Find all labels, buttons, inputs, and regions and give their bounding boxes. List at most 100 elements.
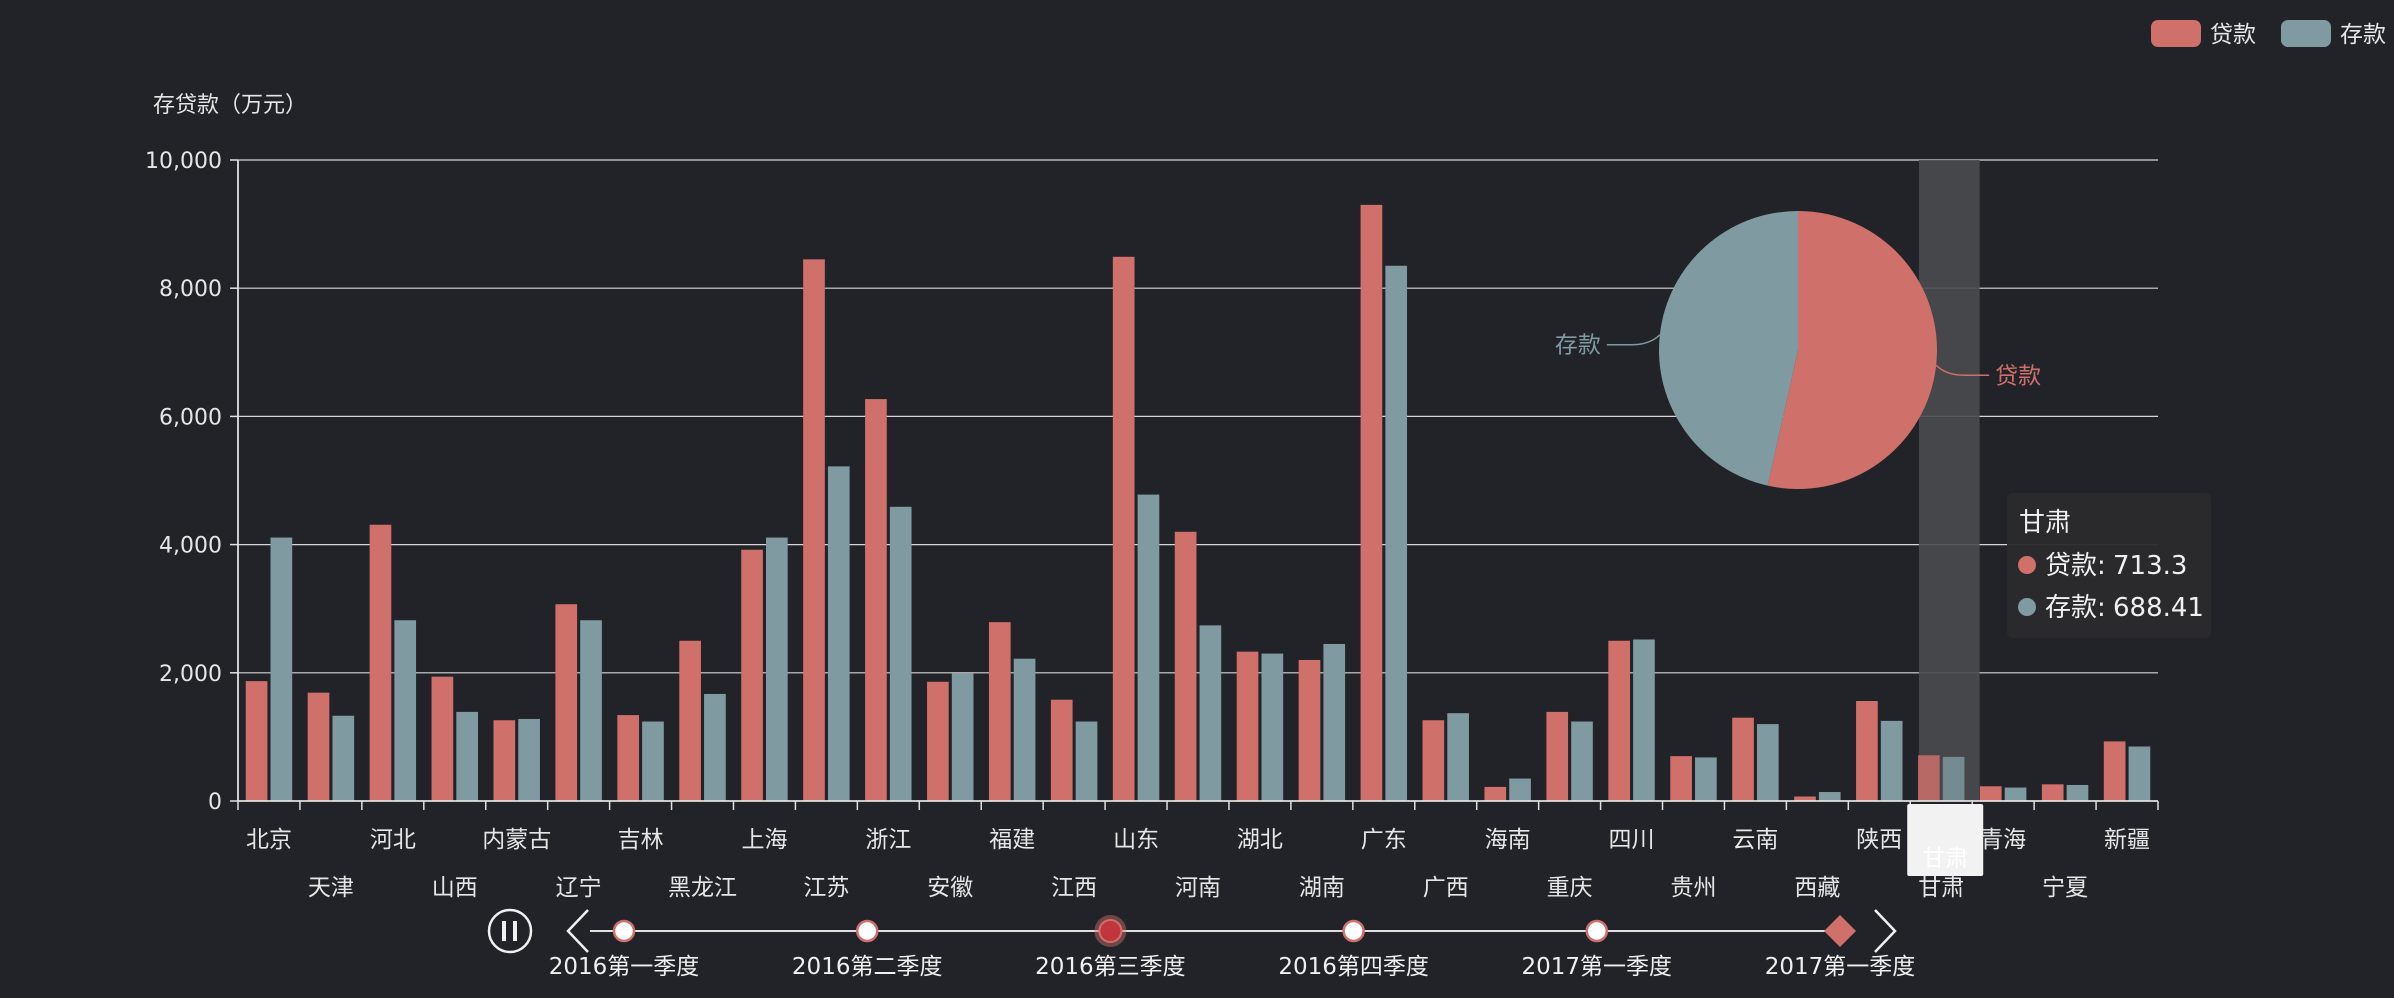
timeline-end-diamond bbox=[1824, 915, 1856, 947]
tooltip-row-deposit-sep: : bbox=[2097, 593, 2106, 623]
bar-loan bbox=[1856, 701, 1878, 801]
bar-deposit bbox=[766, 537, 788, 801]
bar-loan bbox=[493, 720, 516, 801]
y-tick-label: 6,000 bbox=[159, 405, 222, 430]
bar-deposit bbox=[1756, 724, 1779, 801]
bar-deposit bbox=[1013, 658, 1036, 801]
x-category-label: 内蒙古 bbox=[482, 827, 551, 853]
bar-loan bbox=[555, 604, 578, 801]
prev-arrow-icon[interactable] bbox=[566, 909, 589, 953]
x-category-label: 吉林 bbox=[618, 827, 664, 853]
bar-loan bbox=[617, 715, 640, 801]
bar-deposit bbox=[270, 537, 293, 801]
x-category-label: 贵州 bbox=[1670, 875, 1716, 901]
y-tick-label: 10,000 bbox=[145, 149, 222, 174]
tooltip-marker-deposit bbox=[2018, 598, 2036, 616]
legend: 贷款 存款 bbox=[2151, 20, 2386, 48]
bar-loan bbox=[927, 681, 949, 801]
bar-deposit bbox=[2004, 787, 2027, 801]
x-category-label: 辽宁 bbox=[556, 875, 602, 901]
y-tick-label: 2,000 bbox=[159, 662, 222, 687]
bar-deposit bbox=[1571, 721, 1593, 801]
x-category-label: 西藏 bbox=[1794, 875, 1840, 901]
timeline-item[interactable]: 2017第一季度 bbox=[1765, 915, 1916, 980]
bar-loan bbox=[1794, 796, 1816, 801]
timeline-label: 2016第四季度 bbox=[1278, 954, 1429, 980]
bar-deposit bbox=[1447, 713, 1469, 801]
legend-item-deposit[interactable]: 存款 bbox=[2281, 20, 2386, 48]
bar-deposit bbox=[1880, 720, 1903, 801]
bar-loan bbox=[431, 676, 454, 801]
bar-deposit bbox=[1261, 653, 1284, 801]
x-category-label: 北京 bbox=[246, 827, 292, 853]
bar-deposit bbox=[1137, 494, 1160, 801]
bar-loan bbox=[245, 681, 268, 801]
x-category-label: 青海 bbox=[1980, 827, 2026, 853]
timeline-item[interactable]: 2016第四季度 bbox=[1278, 919, 1429, 980]
x-category-label: 甘肃 bbox=[1918, 875, 1964, 901]
pie-slice-loan bbox=[1767, 211, 1938, 489]
timeline-item[interactable]: 2016第一季度 bbox=[549, 919, 700, 980]
bar-deposit bbox=[827, 466, 850, 801]
pause-icon-bar-left bbox=[502, 921, 506, 941]
bar-deposit bbox=[951, 673, 974, 801]
bar-loan bbox=[1732, 717, 1754, 801]
x-category-label: 山西 bbox=[432, 875, 478, 901]
bar-loan bbox=[741, 549, 763, 801]
bar-deposit bbox=[580, 620, 602, 801]
pie-slice-deposit bbox=[1659, 211, 1798, 486]
play-pause-button[interactable] bbox=[487, 908, 533, 954]
x-category-label: 陕西 bbox=[1856, 827, 1902, 853]
pie-label: 存款 bbox=[1555, 333, 1601, 359]
timeline-dot bbox=[1342, 919, 1365, 943]
bar-deposit bbox=[1695, 757, 1717, 801]
x-category-label: 上海 bbox=[741, 827, 787, 853]
y-tick-label: 8,000 bbox=[159, 277, 222, 302]
pie-leader-line bbox=[1606, 334, 1661, 346]
x-category-label: 广东 bbox=[1361, 827, 1407, 853]
timeline-item[interactable]: 2016第二季度 bbox=[792, 919, 943, 980]
x-category-label: 江苏 bbox=[803, 875, 849, 901]
bar-deposit bbox=[642, 721, 664, 801]
bar-deposit bbox=[1633, 639, 1655, 801]
bar-deposit bbox=[332, 715, 355, 801]
legend-item-loan[interactable]: 贷款 bbox=[2151, 20, 2256, 48]
bar-deposit bbox=[1818, 792, 1841, 801]
tooltip-row-deposit-value: 688.41 bbox=[2113, 593, 2204, 623]
y-tick-label: 0 bbox=[208, 790, 222, 815]
bar-loan bbox=[865, 399, 887, 801]
x-category-label: 新疆 bbox=[2104, 827, 2150, 853]
tooltip-title: 甘肃 bbox=[2019, 508, 2071, 538]
legend-label-loan: 贷款 bbox=[2210, 22, 2256, 48]
bar-loan bbox=[1608, 640, 1630, 801]
timeline-dot bbox=[1585, 919, 1609, 943]
timeline-item[interactable]: 2017第一季度 bbox=[1522, 919, 1673, 980]
x-category-label: 浙江 bbox=[865, 827, 911, 853]
x-category-label: 河南 bbox=[1175, 875, 1221, 901]
bar-loan bbox=[307, 692, 330, 801]
x-category-label: 天津 bbox=[308, 875, 354, 901]
x-category-label: 山东 bbox=[1113, 827, 1159, 853]
timeline-item[interactable]: 2016第三季度 bbox=[1035, 915, 1186, 980]
pause-icon-bar-right bbox=[513, 921, 517, 941]
x-category-label: 重庆 bbox=[1547, 875, 1593, 901]
bar-loan bbox=[1979, 786, 2002, 801]
timeline-label: 2016第一季度 bbox=[549, 954, 700, 980]
x-category-label: 宁夏 bbox=[2042, 875, 2088, 901]
pie-chart: 贷款 存款 bbox=[1555, 211, 2041, 489]
x-category-label: 安徽 bbox=[927, 875, 973, 901]
bar-deposit bbox=[1385, 265, 1408, 801]
bar-deposit bbox=[704, 693, 726, 801]
x-category-label: 湖北 bbox=[1237, 827, 1283, 853]
bar-deposit bbox=[456, 711, 478, 801]
next-arrow-icon[interactable] bbox=[1874, 909, 1897, 953]
bar-loan bbox=[2103, 741, 2126, 801]
tooltip: 甘肃 贷款 : 713.3 存款 : 688.41 bbox=[2007, 493, 2211, 638]
pie-label: 贷款 bbox=[1995, 363, 2041, 389]
bar-loan bbox=[1050, 699, 1073, 801]
bar-deposit bbox=[1323, 643, 1346, 801]
timeline: 2016第一季度 2016第二季度 2016第三季度 2016第四季度 2017第一季度… bbox=[487, 908, 1916, 980]
x-category-label: 四川 bbox=[1609, 827, 1655, 853]
tooltip-row-loan-sep: : bbox=[2097, 551, 2106, 581]
timeline-label: 2016第三季度 bbox=[1035, 954, 1186, 980]
